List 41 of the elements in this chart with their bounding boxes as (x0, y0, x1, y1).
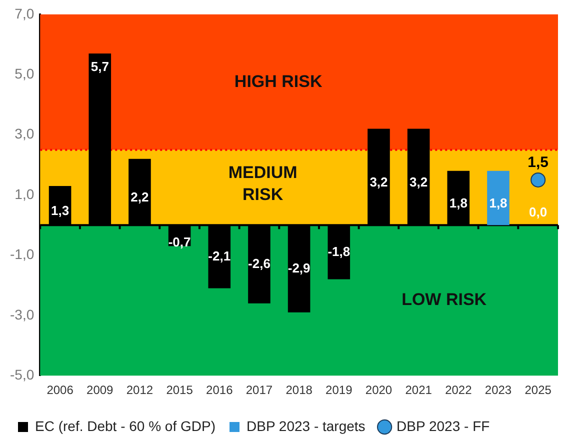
data-label: -2,1 (208, 248, 231, 264)
x-tick-label: 2015 (166, 383, 194, 398)
data-label: -0,7 (168, 234, 191, 250)
data-label: 1,8 (489, 196, 508, 211)
data-label: 1,5 (528, 154, 549, 172)
data-label: -2,9 (288, 260, 310, 276)
x-tick-label: 2019 (326, 383, 353, 398)
data-label: 3,2 (410, 174, 428, 190)
y-tick-label: -5,0 (10, 366, 34, 382)
y-tick-label: 5,0 (14, 65, 34, 82)
data-label: 5,7 (90, 59, 109, 74)
data-label: 1,3 (51, 203, 70, 218)
x-tick-label: 2016 (206, 383, 234, 398)
x-tick-label: 2021 (405, 383, 432, 398)
band-label: MEDIUM RISK (228, 163, 298, 204)
data-label: 1,8 (449, 196, 468, 211)
y-tick-label: -3,0 (10, 306, 34, 322)
x-tick-label: 2020 (365, 383, 392, 398)
y-tick-label: -1,0 (10, 246, 34, 262)
x-tick-label: 2009 (86, 383, 114, 398)
band-label: HIGH RISK (234, 72, 323, 91)
data-label: -2,6 (248, 256, 270, 271)
legend-label: DBP 2023 - FF (396, 418, 490, 434)
x-tick-label: 2006 (46, 383, 74, 398)
bar (487, 170, 510, 226)
x-tick-label: 2023 (484, 383, 512, 398)
band-label: LOW RISK (402, 290, 488, 310)
x-tick-label: 2022 (445, 383, 472, 398)
x-tick-label: 2017 (246, 383, 273, 398)
data-label: 0,0 (529, 204, 548, 220)
legend-label: DBP 2023 - targets (246, 418, 366, 434)
data-label: -1,8 (328, 244, 350, 259)
y-tick-label: 3,0 (14, 126, 34, 142)
x-tick-label: 2018 (286, 383, 313, 398)
data-label: 3,2 (370, 174, 388, 190)
x-tick-label: 2012 (126, 383, 154, 398)
y-tick-label: 7,0 (14, 5, 34, 22)
legend-label: EC (ref. Debt - 60 % of GDP) (35, 418, 216, 434)
y-tick-label: 1,0 (14, 186, 34, 202)
x-tick-label: 2025 (524, 383, 552, 398)
data-label: 2,2 (130, 190, 149, 205)
